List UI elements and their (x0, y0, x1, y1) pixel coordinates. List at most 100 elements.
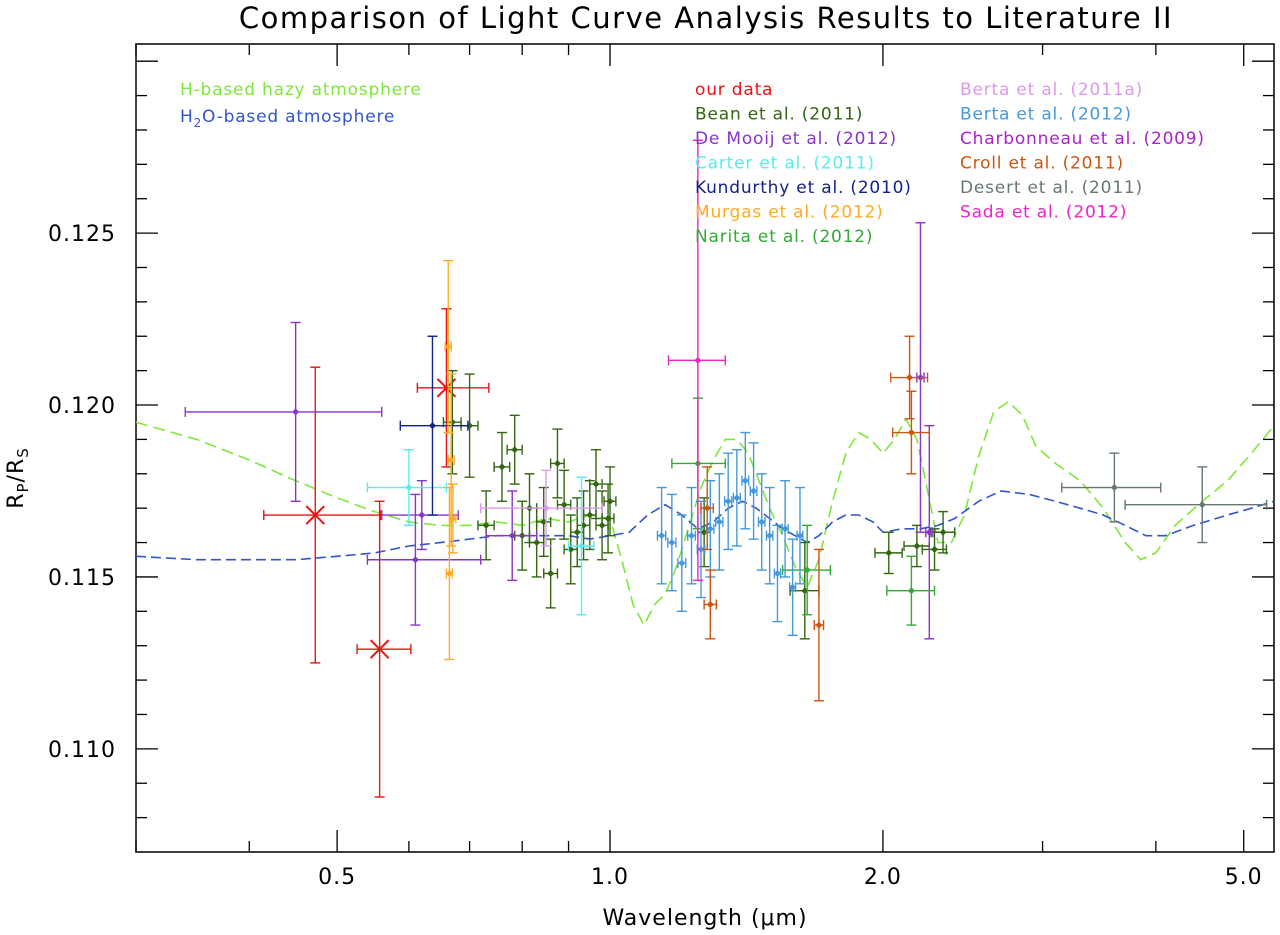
legend-model-text: 2 (194, 116, 202, 130)
marker-diamond (773, 569, 781, 577)
y-axis-label-sub1: P (14, 482, 32, 492)
marker-diamond (697, 545, 705, 553)
marker-diamond (577, 542, 585, 550)
marker-diamond (700, 528, 708, 536)
data-point (740, 431, 751, 530)
x-axis-ticks: 0.5 1.0 2.0 5.0 (135, 44, 1263, 890)
data-point (780, 479, 791, 578)
data-point (756, 473, 767, 571)
marker-diamond (1198, 501, 1206, 509)
marker-diamond (733, 494, 741, 502)
data-point (764, 486, 775, 585)
y-axis-ticks: 0.110 0.115 0.120 0.125 (48, 60, 1274, 819)
legend-entry-3: Carter et al. (2011) (695, 154, 875, 174)
data-point (731, 449, 742, 547)
data-point (700, 466, 715, 551)
legend-entry-7: Berta et al. (2011a) (960, 80, 1143, 100)
series-2 (184, 222, 935, 640)
data-point (366, 493, 482, 626)
data-point (794, 486, 805, 585)
legend-entry-5: Murgas et al. (2012) (695, 203, 884, 223)
marker-diamond (449, 514, 457, 522)
legend-entry-10: Croll et al. (2011) (960, 154, 1124, 174)
marker-diamond (553, 459, 561, 467)
data-point (886, 555, 936, 626)
legend: H-based hazy atmosphere H2O-based atmosph… (180, 80, 1205, 247)
marker-diamond (907, 587, 915, 595)
y-tick-label: 0.115 (48, 566, 116, 591)
marker-diamond (560, 501, 568, 509)
marker-diamond (547, 569, 555, 577)
marker-diamond (766, 532, 774, 540)
data-point (563, 514, 578, 585)
data-point (874, 531, 903, 575)
marker-diamond (573, 528, 581, 536)
series-3 (366, 449, 595, 616)
marker-diamond (815, 621, 823, 629)
marker-diamond (533, 539, 541, 547)
marker-diamond (678, 559, 686, 567)
legend-entry-4: Kundurthy et al. (2010) (695, 178, 912, 198)
marker-diamond (411, 556, 419, 564)
marker-diamond (750, 487, 758, 495)
data-point (891, 390, 931, 475)
marker-diamond (448, 418, 456, 426)
marker-diamond (445, 569, 453, 577)
marker-diamond (606, 497, 614, 505)
marker-diamond (931, 545, 939, 553)
marker-diamond (913, 542, 921, 550)
marker-diamond (405, 484, 413, 492)
data-point (356, 500, 412, 798)
data-point (493, 431, 511, 502)
marker-diamond (703, 504, 711, 512)
data-point (656, 486, 667, 585)
x-tick-label: 2.0 (864, 865, 902, 890)
marker-diamond (939, 528, 947, 536)
plot-frame (135, 43, 1275, 853)
data-series (184, 139, 1268, 798)
marker-x (305, 505, 325, 525)
legend-entry-6: Narita et al. (2012) (695, 227, 873, 247)
y-tick-label: 0.125 (48, 222, 116, 247)
legend-entry-9: Charbonneau et al. (2009) (960, 129, 1205, 149)
data-point (479, 469, 603, 547)
data-point (184, 321, 383, 502)
data-point (1124, 466, 1268, 544)
legend-model-text: O-based atmosphere (202, 107, 395, 127)
data-point (589, 449, 603, 520)
marker-diamond (706, 525, 714, 533)
marker-diamond (789, 583, 797, 591)
marker-diamond (658, 532, 666, 540)
marker-diamond (292, 408, 300, 416)
marker-diamond (715, 518, 723, 526)
marker-diamond (688, 532, 696, 540)
x-tick-label: 1.0 (591, 865, 629, 890)
series-11 (1061, 452, 1268, 544)
data-point (366, 449, 448, 527)
data-point (442, 369, 462, 475)
series-4 (399, 335, 469, 516)
marker-diamond (906, 374, 914, 382)
marker-diamond (482, 521, 490, 529)
marker-diamond (428, 422, 436, 430)
marker-diamond (447, 456, 455, 464)
marker-diamond (418, 511, 426, 519)
marker-diamond (542, 504, 550, 512)
y-tick-label: 0.110 (48, 738, 116, 763)
legend-entry-11: Desert et al. (2011) (960, 178, 1143, 198)
data-point (477, 490, 495, 561)
model-curve-0 (135, 400, 1275, 627)
x-tick-label: 5.0 (1225, 865, 1263, 890)
marker-diamond (1110, 484, 1118, 492)
marker-diamond (803, 566, 811, 574)
marker-diamond (907, 429, 915, 437)
marker-diamond (758, 518, 766, 526)
marker-diamond (885, 549, 893, 557)
legend-entry-1: Bean et al. (2011) (695, 105, 863, 125)
marker-diamond (925, 528, 933, 536)
marker-diamond (598, 521, 606, 529)
marker-diamond (741, 477, 749, 485)
data-point (676, 514, 687, 613)
marker-diamond (498, 463, 506, 471)
data-point (723, 452, 734, 551)
